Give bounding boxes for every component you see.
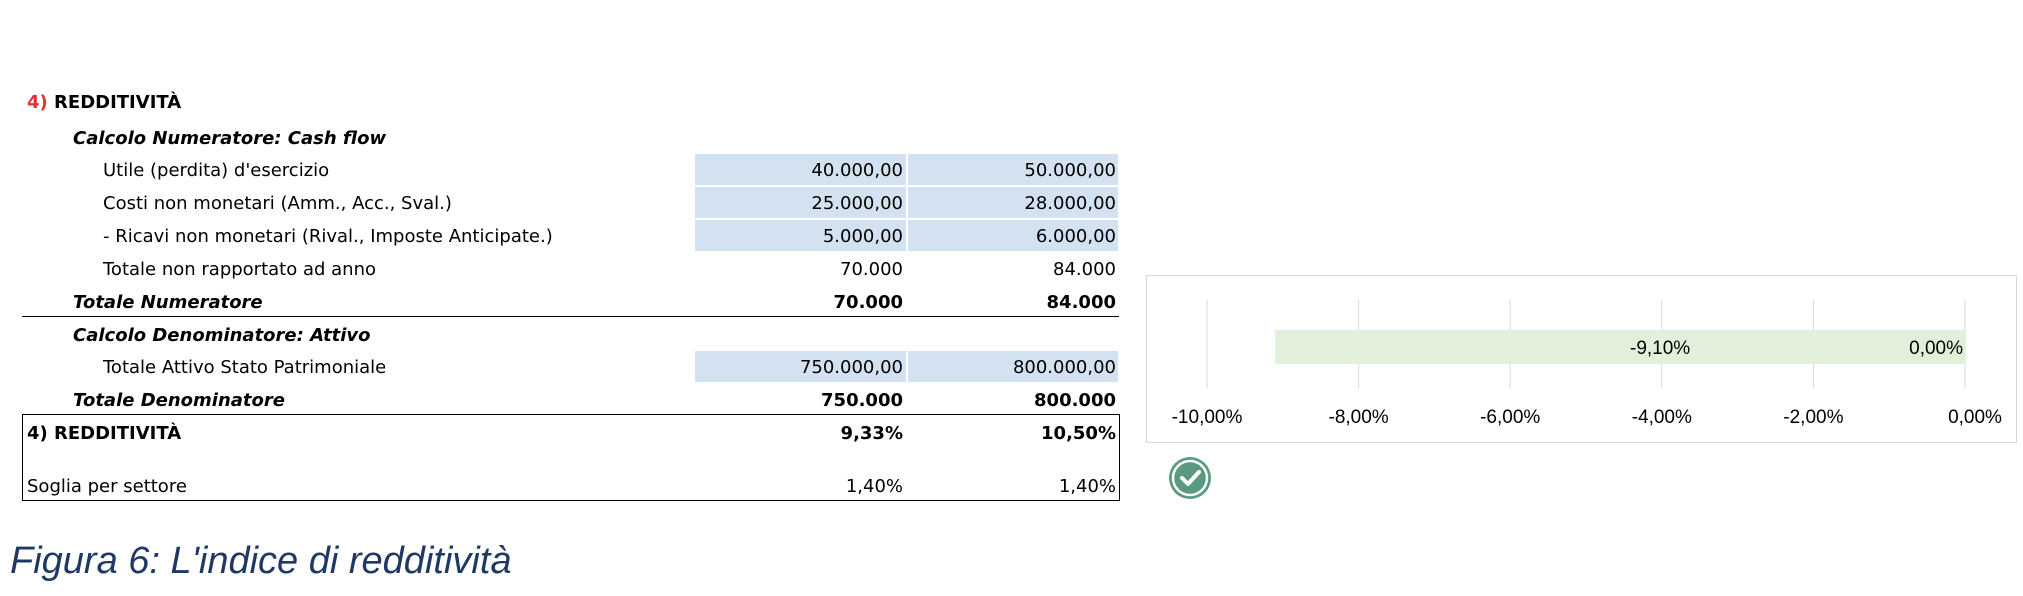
threshold-value: 1,40% — [845, 476, 903, 497]
input-cell[interactable] — [695, 187, 906, 218]
cell-value: 5.000,00 — [822, 226, 903, 247]
denominator-total-value: 800.000 — [1034, 390, 1116, 411]
numerator-total-value: 70.000 — [833, 292, 903, 313]
row-label: - Ricavi non monetari (Rival., Imposte A… — [103, 226, 553, 247]
section-title: 4) REDDITIVITÀ — [27, 94, 181, 112]
input-cell[interactable] — [908, 187, 1118, 218]
section-number: 4) — [27, 92, 48, 113]
denominator-total-label: Totale Denominatore — [73, 390, 285, 411]
subtotal-value: 84.000 — [1053, 259, 1116, 280]
x-tick-label: 0,00% — [1948, 407, 2002, 428]
subtotal-value: 70.000 — [840, 259, 903, 280]
x-tick-label: -8,00% — [1328, 407, 1389, 428]
denominator-heading: Calcolo Denominatore: Attivo — [73, 325, 371, 346]
row-label: Totale Attivo Stato Patrimoniale — [103, 357, 387, 378]
numerator-total-label: Totale Numeratore — [73, 292, 263, 313]
cell-value: 800.000,00 — [1012, 357, 1116, 378]
cell-value: 40.000,00 — [811, 160, 903, 181]
result-box — [22, 414, 1120, 501]
result-label: 4) REDDITIVITÀ — [27, 423, 182, 444]
cell-value: 28.000,00 — [1024, 193, 1116, 214]
result-value: 9,33% — [840, 423, 903, 444]
section-title-text: REDDITIVITÀ — [54, 92, 182, 113]
cell-value: 6.000,00 — [1035, 226, 1116, 247]
input-cell[interactable] — [695, 351, 906, 382]
numerator-heading: Calcolo Numeratore: Cash flow — [73, 128, 387, 149]
subtotal-label: Totale non rapportato ad anno — [103, 259, 376, 280]
cell-value: 50.000,00 — [1024, 160, 1116, 181]
chart-frame — [1146, 275, 2017, 443]
x-tick-label: -6,00% — [1480, 407, 1541, 428]
cell-value: 25.000,00 — [811, 193, 903, 214]
result-value: 10,50% — [1041, 423, 1116, 444]
input-cell[interactable] — [908, 220, 1118, 251]
figure-caption: Figura 6: L'indice di redditività — [10, 540, 512, 582]
x-tick-label: -2,00% — [1783, 407, 1844, 428]
denominator-total-value: 750.000 — [821, 390, 903, 411]
cell-value: 750.000,00 — [799, 357, 903, 378]
divider — [22, 316, 1119, 317]
input-cell[interactable] — [695, 154, 906, 185]
input-cell[interactable] — [908, 154, 1118, 185]
numerator-total-value: 84.000 — [1046, 292, 1116, 313]
check-circle-icon — [1169, 457, 1211, 499]
row-label: Utile (perdita) d'esercizio — [103, 160, 330, 181]
input-cell[interactable] — [908, 351, 1118, 382]
row-label: Costi non monetari (Amm., Acc., Sval.) — [103, 193, 452, 214]
threshold-label: Soglia per settore — [27, 476, 187, 497]
threshold-value: 1,40% — [1058, 476, 1116, 497]
x-tick-label: -4,00% — [1631, 407, 1692, 428]
input-cell[interactable] — [695, 220, 906, 251]
x-tick-label: -10,00% — [1171, 407, 1243, 428]
